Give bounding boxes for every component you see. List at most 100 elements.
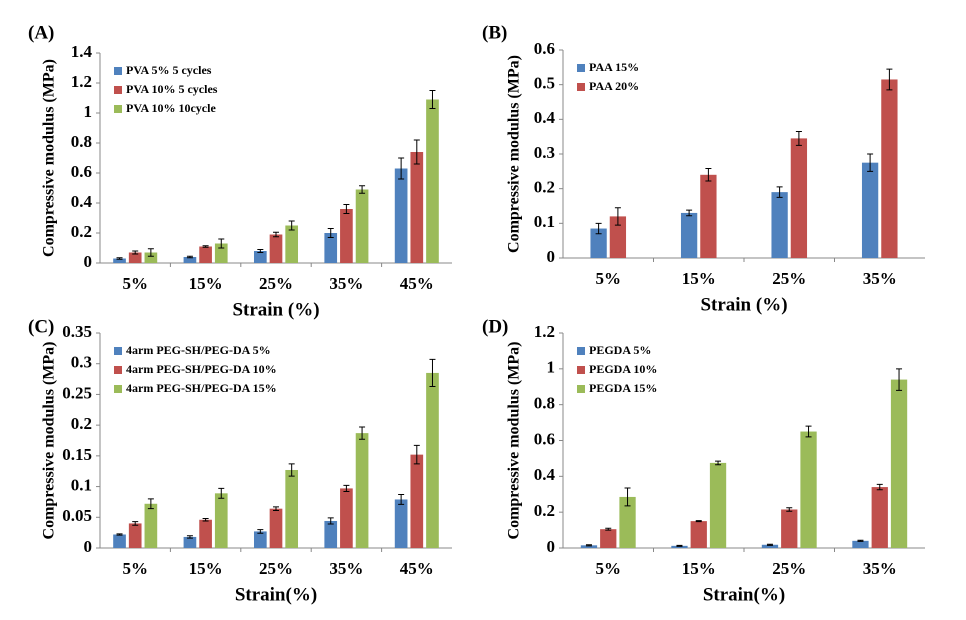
- legend-swatch: [114, 86, 122, 94]
- y-axis-label: Compressive modulus (MPa): [41, 342, 58, 540]
- x-tick-label: 5%: [596, 559, 622, 578]
- x-tick-label: 25%: [772, 559, 806, 578]
- x-tick-label: 15%: [682, 269, 716, 288]
- y-tick-label: 1: [84, 102, 93, 121]
- error-bar: [327, 228, 334, 238]
- error-bar: [343, 204, 350, 214]
- y-tick-label: 0: [84, 537, 93, 556]
- y-tick-label: 0.5: [534, 74, 555, 93]
- x-tick-label: 5%: [122, 274, 148, 293]
- bar: [861, 162, 879, 258]
- bar: [144, 503, 158, 548]
- bar: [340, 209, 353, 263]
- bar: [324, 520, 338, 548]
- y-axis-label: Compressive modulus (MPa): [506, 342, 523, 540]
- x-tick-label: 5%: [122, 559, 148, 578]
- error-bar: [288, 220, 295, 231]
- bar: [340, 488, 353, 548]
- legend-label: 4arm PEG-SH/PEG-DA 5%: [126, 343, 271, 357]
- bar: [709, 462, 727, 548]
- legend-label: PAA 15%: [589, 60, 639, 74]
- bar: [394, 499, 408, 548]
- x-tick-label: 35%: [329, 274, 363, 293]
- y-tick-label: 0.15: [62, 445, 92, 464]
- bar: [214, 243, 228, 263]
- bar: [410, 454, 424, 548]
- bar: [771, 192, 788, 258]
- bar: [214, 493, 228, 548]
- error-bar: [776, 186, 783, 198]
- error-bar: [327, 517, 334, 525]
- panel-label: (B): [482, 22, 507, 43]
- legend-label: 4arm PEG-SH/PEG-DA 15%: [126, 381, 277, 395]
- y-axis-label: Compressive modulus (MPa): [41, 59, 58, 257]
- bar: [890, 379, 908, 548]
- error-bar: [273, 231, 279, 238]
- error-bar: [116, 257, 123, 260]
- bar: [183, 257, 197, 263]
- error-bar: [766, 543, 773, 546]
- bar: [700, 174, 717, 258]
- bar: [690, 521, 707, 548]
- legend-swatch: [114, 366, 122, 374]
- x-tick-label: 25%: [772, 269, 806, 288]
- y-tick-label: 0.4: [71, 192, 93, 211]
- legend-swatch: [114, 347, 122, 355]
- legend-label: PEGDA 15%: [589, 381, 657, 395]
- x-tick-label: 25%: [259, 274, 293, 293]
- legend-swatch: [577, 64, 585, 72]
- bar: [183, 536, 197, 548]
- x-tick-label: 35%: [863, 559, 897, 578]
- bar: [128, 523, 142, 548]
- error-bar: [695, 520, 702, 523]
- x-tick-label: 25%: [259, 559, 293, 578]
- bar: [199, 246, 212, 263]
- bar: [285, 469, 299, 548]
- x-tick-label: 5%: [596, 269, 622, 288]
- error-bar: [413, 139, 420, 165]
- legend-label: PEGDA 5%: [589, 343, 651, 357]
- bar: [285, 225, 299, 263]
- y-tick-label: 0.8: [71, 132, 92, 151]
- x-tick-label: 35%: [863, 269, 897, 288]
- error-bar: [202, 245, 209, 248]
- error-bar: [288, 463, 295, 477]
- error-bar: [805, 425, 812, 438]
- error-bar: [343, 484, 350, 492]
- error-bar: [624, 487, 631, 507]
- bar: [600, 529, 617, 548]
- y-tick-label: 0.2: [71, 414, 92, 433]
- bar: [324, 233, 338, 263]
- error-bar: [273, 506, 279, 512]
- error-bar: [116, 533, 123, 536]
- bar: [355, 433, 369, 548]
- x-axis-label: Strain(%): [235, 584, 317, 605]
- error-bar: [218, 238, 225, 249]
- y-tick-label: 0.35: [62, 322, 92, 341]
- bar: [871, 487, 888, 548]
- legend-swatch: [114, 105, 122, 113]
- x-axis-label: Strain (%): [232, 299, 319, 320]
- y-tick-label: 0.25: [62, 383, 92, 402]
- bar: [269, 508, 283, 548]
- y-tick-label: 0.3: [71, 353, 92, 372]
- y-tick-label: 0.1: [534, 212, 555, 231]
- error-bar: [359, 426, 366, 440]
- error-bar: [676, 544, 683, 547]
- error-bar: [186, 255, 193, 259]
- bar: [761, 544, 779, 548]
- y-tick-label: 0.2: [534, 501, 555, 520]
- bar: [426, 372, 439, 548]
- y-tick-label: 0.05: [62, 506, 92, 525]
- x-tick-label: 15%: [189, 274, 223, 293]
- bar: [671, 545, 688, 548]
- bar: [394, 168, 408, 263]
- error-bar: [715, 460, 722, 466]
- bar: [410, 152, 424, 263]
- bar: [609, 216, 627, 258]
- y-tick-label: 0.3: [534, 143, 555, 162]
- bar: [199, 519, 212, 548]
- bar: [144, 252, 158, 263]
- bar: [790, 138, 808, 258]
- error-bar: [202, 518, 209, 522]
